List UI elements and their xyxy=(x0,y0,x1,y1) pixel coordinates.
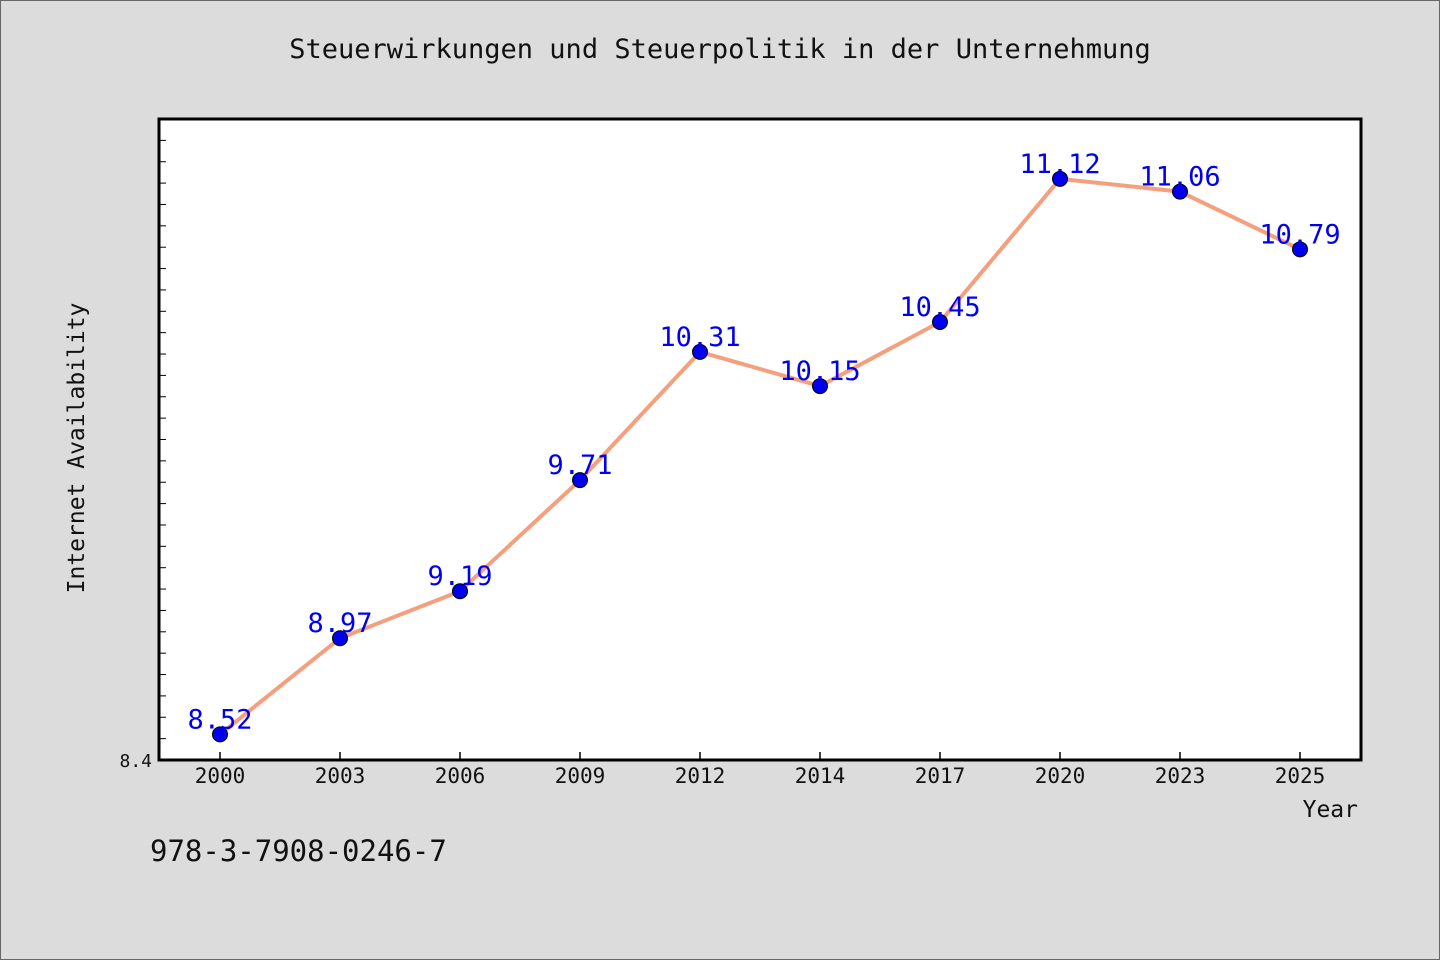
x-tick-label: 2000 xyxy=(195,764,246,788)
isbn-text: 978-3-7908-0246-7 xyxy=(150,834,447,868)
x-tick-label: 2023 xyxy=(1155,764,1206,788)
data-point xyxy=(452,583,468,600)
data-label: 10.79 xyxy=(1259,219,1340,250)
x-axis-label: Year xyxy=(1303,797,1358,823)
x-tick-label: 2003 xyxy=(315,764,366,788)
data-label: 10.31 xyxy=(659,322,740,353)
data-point xyxy=(1172,183,1188,200)
series-line xyxy=(218,176,1301,736)
plot-area xyxy=(157,117,1363,762)
data-label: 11.12 xyxy=(1019,149,1100,180)
data-point xyxy=(692,343,708,360)
data-points xyxy=(212,170,1308,743)
y-axis-ticks xyxy=(159,139,166,761)
x-tick-label: 2012 xyxy=(675,764,726,788)
x-tick-label: 2020 xyxy=(1035,764,1086,788)
x-tick-label: 2009 xyxy=(555,764,606,788)
data-point xyxy=(572,472,588,489)
data-label: 11.06 xyxy=(1139,162,1220,193)
data-point xyxy=(1292,241,1308,258)
data-label: 10.45 xyxy=(899,292,980,323)
x-tick-label: 2025 xyxy=(1275,764,1326,788)
y-axis-label: Internet Availability xyxy=(64,303,90,594)
chart-title: Steuerwirkungen und Steuerpolitik in der… xyxy=(289,34,1151,65)
x-tick-label: 2017 xyxy=(915,764,966,788)
data-labels: 8.52 8.97 9.19 9.71 10.31 10.15 10.45 11.12 11.0… xyxy=(187,149,1340,736)
data-point xyxy=(1052,170,1068,187)
data-label: 8.52 xyxy=(187,704,252,735)
data-label: 9.19 xyxy=(427,561,492,592)
data-label: 9.71 xyxy=(547,450,612,481)
data-point xyxy=(332,630,348,647)
y-tick-label: 8.4 xyxy=(119,751,152,772)
data-label: 10.15 xyxy=(779,356,860,387)
data-point xyxy=(932,313,948,330)
data-point xyxy=(212,726,228,743)
data-point xyxy=(812,378,828,395)
x-tick-label: 2014 xyxy=(795,764,846,788)
data-label: 8.97 xyxy=(307,608,372,639)
x-axis-ticks: 2000 2003 2006 2009 2012 2014 2017 2020 2023 2025 xyxy=(195,752,1326,788)
x-tick-label: 2006 xyxy=(435,764,486,788)
